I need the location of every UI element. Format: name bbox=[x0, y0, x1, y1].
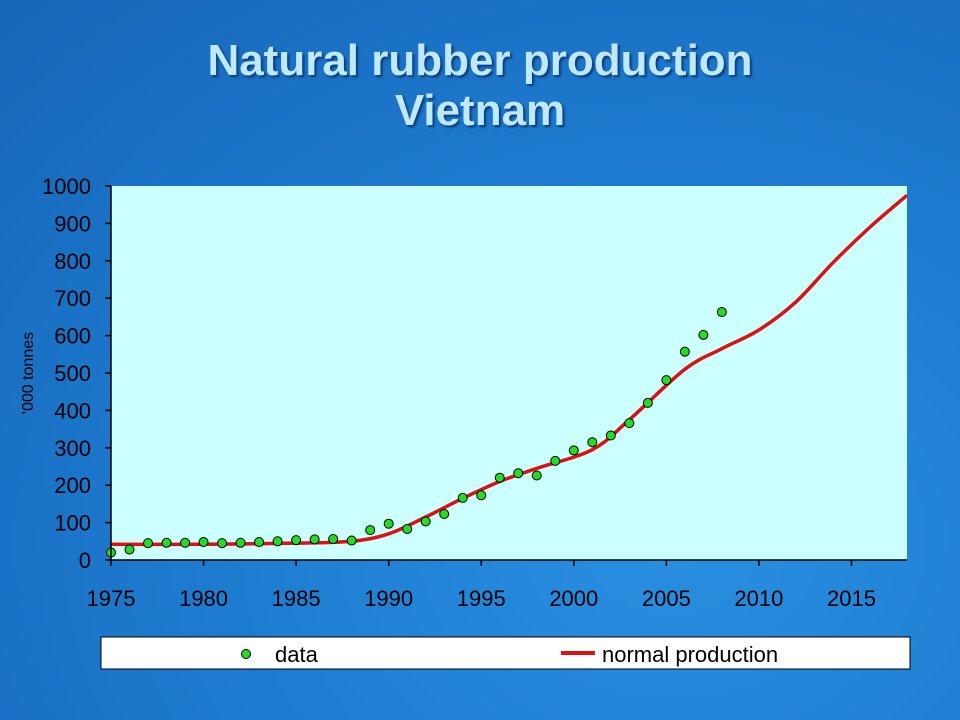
y-tick-label: 200 bbox=[54, 473, 91, 498]
data-point bbox=[291, 535, 302, 546]
data-point bbox=[217, 538, 228, 549]
x-tick-label: 2015 bbox=[827, 586, 876, 611]
y-tick-label: 700 bbox=[54, 286, 91, 311]
data-point bbox=[198, 537, 209, 548]
data-point bbox=[365, 525, 376, 536]
point-layer bbox=[106, 307, 727, 558]
data-point bbox=[272, 536, 283, 547]
data-point bbox=[679, 346, 690, 357]
x-tick-label: 1985 bbox=[272, 586, 321, 611]
y-tick-label: 500 bbox=[54, 361, 91, 386]
data-point bbox=[309, 534, 320, 545]
y-tick-label: 100 bbox=[54, 511, 91, 536]
data-point bbox=[420, 516, 431, 527]
x-tick-label: 1980 bbox=[179, 586, 228, 611]
title-line-2: Vietnam bbox=[394, 86, 566, 135]
data-point bbox=[476, 490, 487, 501]
y-tick-label: 600 bbox=[54, 324, 91, 349]
data-point bbox=[439, 508, 450, 519]
data-point bbox=[143, 538, 154, 549]
x-tick-label: 1975 bbox=[87, 586, 136, 611]
legend-box bbox=[100, 636, 911, 670]
data-point bbox=[124, 544, 135, 555]
y-axis-label: '000 tonnes bbox=[20, 332, 37, 414]
data-point bbox=[605, 430, 616, 441]
chart-title: Natural rubber production Vietnam bbox=[0, 36, 960, 136]
y-tick-label: 900 bbox=[54, 211, 91, 236]
data-point bbox=[550, 455, 561, 466]
data-point bbox=[254, 537, 265, 548]
data-point bbox=[328, 534, 339, 545]
data-point bbox=[642, 397, 653, 408]
data-point bbox=[531, 470, 542, 481]
data-point bbox=[383, 518, 394, 529]
y-tick-label: 400 bbox=[54, 398, 91, 423]
y-tick-label: 0 bbox=[79, 548, 91, 573]
data-point bbox=[494, 472, 505, 483]
data-point bbox=[402, 523, 413, 534]
data-point bbox=[624, 418, 635, 429]
data-point bbox=[716, 307, 727, 318]
data-point bbox=[180, 537, 191, 548]
data-point bbox=[513, 468, 524, 479]
y-tick-label: 800 bbox=[54, 249, 91, 274]
plot-area bbox=[111, 186, 907, 560]
y-tick-label: 300 bbox=[54, 436, 91, 461]
y-tick-label: 1000 bbox=[42, 174, 91, 199]
x-tick-label: 1990 bbox=[364, 586, 413, 611]
data-point bbox=[346, 535, 357, 546]
data-point bbox=[698, 329, 709, 340]
legend-label-normal-production: normal production bbox=[602, 642, 778, 667]
data-point bbox=[568, 445, 579, 456]
tick-labels: 0 100 200 300 400 500 600 700 800 900 1000 1975 1980… bbox=[42, 174, 876, 611]
x-tick-label: 2010 bbox=[734, 586, 783, 611]
legend-label-data: data bbox=[275, 642, 319, 667]
x-tick-label: 1995 bbox=[457, 586, 506, 611]
legend-marker-data bbox=[241, 649, 251, 659]
x-tick-label: 2005 bbox=[642, 586, 691, 611]
data-point bbox=[457, 492, 468, 503]
data-point bbox=[661, 375, 672, 386]
axis-ticks bbox=[105, 185, 853, 566]
x-tick-label: 2000 bbox=[549, 586, 598, 611]
data-point bbox=[587, 437, 598, 448]
data-point bbox=[235, 537, 246, 548]
data-point bbox=[161, 537, 172, 548]
title-line-1: Natural rubber production bbox=[207, 36, 753, 85]
